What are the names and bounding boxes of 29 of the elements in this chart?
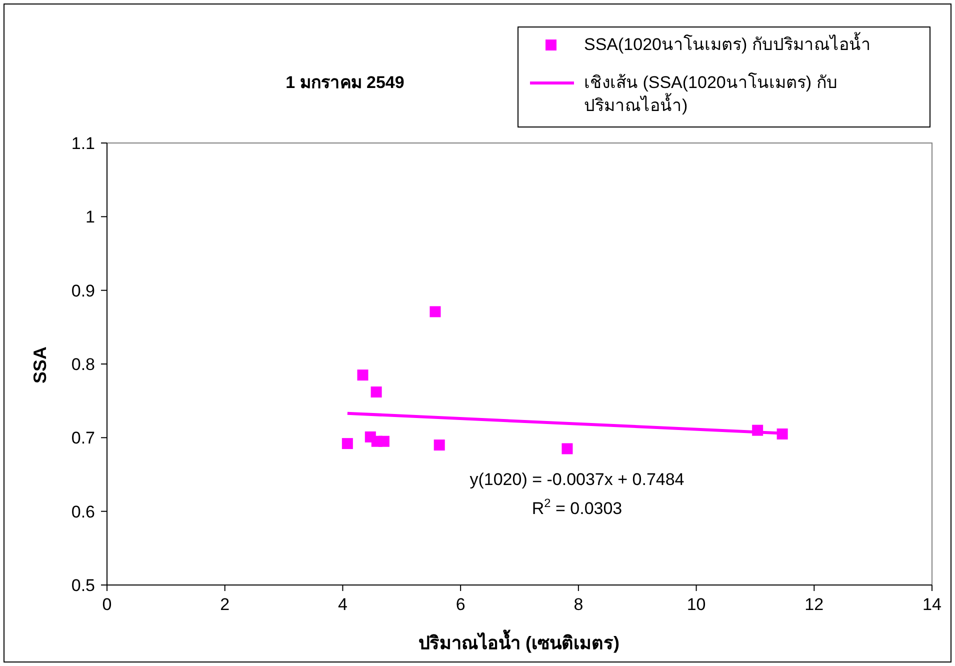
x-tick-label: 2 [220, 595, 230, 614]
annotation: R$^{2}$ = 0.0303 [532, 496, 622, 518]
point [434, 440, 445, 451]
x-tick-label: 12 [804, 595, 824, 614]
x-tick-label: 4 [338, 595, 348, 614]
y-tick-label: 0.6 [71, 502, 95, 522]
point [378, 436, 390, 447]
y-tick-label: 1 [86, 208, 95, 227]
annotation: y(1020) = -0.0037x + 0.7484 [470, 470, 684, 489]
x-tick-label: 14 [922, 595, 942, 614]
y-axis-title: SSA [30, 346, 50, 384]
chart-title: 1 มกราคม 2549 [286, 73, 404, 92]
x-axis-title: ปริมาณไอน้ำ (เซนติเมตร) [418, 629, 620, 653]
x-tick-label: 0 [102, 595, 112, 614]
x-tick-label: 6 [456, 595, 466, 614]
point [357, 370, 368, 381]
y-tick-label: 0.7 [71, 428, 95, 448]
point [562, 443, 573, 454]
y-tick-label: 0.8 [71, 355, 95, 374]
x-tick-label: 8 [574, 595, 584, 614]
legend-label: เชิงเส้น (SSA(1020นาโนเมตร) กับ ปริมาณไอน้ำ) [584, 72, 838, 115]
point [430, 306, 441, 318]
y-tick-label: 0.5 [71, 576, 95, 595]
y-tick-label: 1.1 [71, 134, 95, 153]
point [370, 386, 382, 398]
point [342, 438, 353, 450]
legend-label: SSA(1020นาโนเมตร) กับปริมาณไอน้ำ [584, 32, 871, 54]
x-tick-label: 10 [686, 595, 706, 614]
y-tick-label: 0.9 [71, 281, 95, 300]
